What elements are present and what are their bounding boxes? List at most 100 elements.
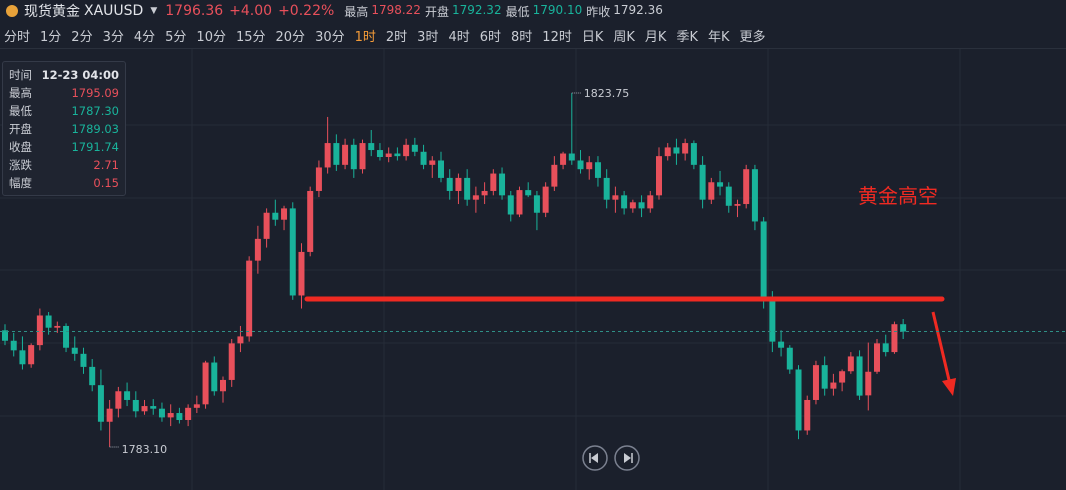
candle-body <box>882 343 889 353</box>
candle-body <box>132 399 139 412</box>
candle-body <box>202 362 209 405</box>
candle-body <box>359 143 366 170</box>
candle-body <box>490 173 497 191</box>
candle-body <box>420 151 427 165</box>
tooltip-value: 1795.09 <box>71 86 119 100</box>
tooltip-row: 开盘 1789.03 <box>9 120 119 138</box>
stat-label: 最低 <box>505 4 530 19</box>
playback-controls <box>582 445 640 471</box>
timeframe-tab[interactable]: 周K <box>613 29 635 45</box>
timeframe-tab[interactable]: 3分 <box>102 29 124 45</box>
candle-body <box>612 195 619 200</box>
candle-body <box>629 202 636 209</box>
candle-body <box>839 371 846 383</box>
annotation: 黄金高空 <box>858 184 938 208</box>
next-button[interactable] <box>614 445 640 471</box>
candle-body <box>45 315 52 328</box>
price-change: +4.00 <box>229 3 273 19</box>
tooltip-value: 1789.03 <box>71 122 119 136</box>
tooltip-key: 收盘 <box>9 140 32 154</box>
candle-body <box>211 362 218 392</box>
tooltip-row: 幅度 0.15 <box>9 174 119 192</box>
timeframe-tab[interactable]: 2分 <box>71 29 93 45</box>
timeframe-tab[interactable]: 5分 <box>165 29 187 45</box>
timeframe-tab[interactable]: 8时 <box>511 29 533 45</box>
candle-body <box>10 340 17 351</box>
candle-body <box>891 324 898 353</box>
tooltip-value: 1791.74 <box>71 140 119 154</box>
timeframe-tab[interactable]: 20分 <box>275 29 306 45</box>
candle-body <box>54 325 61 328</box>
timeframe-tab[interactable]: 2时 <box>385 29 408 45</box>
timeframe-tab[interactable]: 更多 <box>739 29 766 45</box>
candle-body <box>586 162 593 170</box>
timeframe-tab[interactable]: 4分 <box>133 29 156 45</box>
quote-stats: 最高 1798.22 开盘 1792.32 最低 1790.10 昨收 1792.36 <box>340 3 663 20</box>
candle-body <box>856 356 863 396</box>
timeframe-tab[interactable]: 日K <box>581 29 604 45</box>
timeframe-tab[interactable]: 12时 <box>542 29 572 45</box>
candle-body <box>830 382 837 389</box>
candle-body <box>376 150 383 158</box>
candle-body <box>717 182 724 187</box>
tooltip-row: 收盘 1791.74 <box>9 138 119 156</box>
instrument-name[interactable]: 现货黄金 <box>24 4 80 20</box>
candle-body <box>568 153 575 161</box>
candle-body <box>228 343 235 380</box>
timeframe-tab[interactable]: 10分 <box>196 29 226 45</box>
price-change-pct: +0.22% <box>278 3 335 19</box>
timeframe-tab[interactable]: 15分 <box>235 29 266 45</box>
candle-body <box>19 350 26 365</box>
timeframe-tab[interactable]: 年K <box>707 29 730 45</box>
grid <box>0 49 1066 490</box>
tooltip-key: 最低 <box>9 104 32 118</box>
tooltip-key: 开盘 <box>9 122 32 136</box>
candle-body <box>455 177 462 191</box>
candle-body <box>647 195 654 209</box>
timeframe-tab[interactable]: 4时 <box>448 29 470 45</box>
candle-body <box>315 167 322 191</box>
tooltip-row: 涨跌 2.71 <box>9 156 119 174</box>
timeframe-tab[interactable]: 1分 <box>40 29 62 45</box>
symbol-dropdown[interactable]: ▼ <box>150 6 158 16</box>
tooltip-key: 最高 <box>9 86 32 100</box>
timeframe-tab[interactable]: 3时 <box>417 29 439 45</box>
candle-body <box>411 144 418 152</box>
candle-body <box>124 391 131 400</box>
candle-body <box>821 365 828 389</box>
candle-body <box>638 202 645 209</box>
candle-body <box>760 221 767 300</box>
timeframe-tab[interactable]: 6时 <box>479 29 502 45</box>
prev-button[interactable] <box>582 445 608 471</box>
candle-body <box>63 325 70 348</box>
timeframe-tab[interactable]: 月K <box>644 29 667 45</box>
quote-stat: 昨收 1792.36 <box>586 3 663 20</box>
candle-body <box>106 408 113 422</box>
candle-body <box>28 345 35 365</box>
candle-body <box>263 212 270 239</box>
tooltip-value: 0.15 <box>93 176 119 190</box>
timeframe-tab[interactable]: 季K <box>676 29 698 45</box>
candle-body <box>664 147 671 157</box>
stat-label: 最高 <box>344 4 369 19</box>
candle-body <box>560 153 567 165</box>
tooltip-key: 涨跌 <box>9 158 32 172</box>
timeframe-tab[interactable]: 1时 <box>354 29 376 45</box>
tooltip-value: 12-23 04:00 <box>41 68 119 82</box>
candle-body <box>237 336 244 344</box>
candle-body <box>673 147 680 154</box>
candle-body <box>350 144 357 170</box>
candle-body <box>743 169 750 205</box>
timeframe-tab[interactable]: 分时 <box>4 29 31 45</box>
candle-body <box>220 379 226 392</box>
candle-body <box>324 143 331 168</box>
tooltip-value: 2.71 <box>93 158 119 172</box>
candle-body <box>621 195 628 209</box>
candle-body <box>71 347 78 354</box>
candle-body <box>734 204 741 206</box>
timeframe-tab[interactable]: 30分 <box>315 29 345 45</box>
instrument-symbol[interactable]: XAUUSD <box>84 3 144 19</box>
separator <box>0 48 1066 49</box>
candle-body <box>97 385 104 422</box>
